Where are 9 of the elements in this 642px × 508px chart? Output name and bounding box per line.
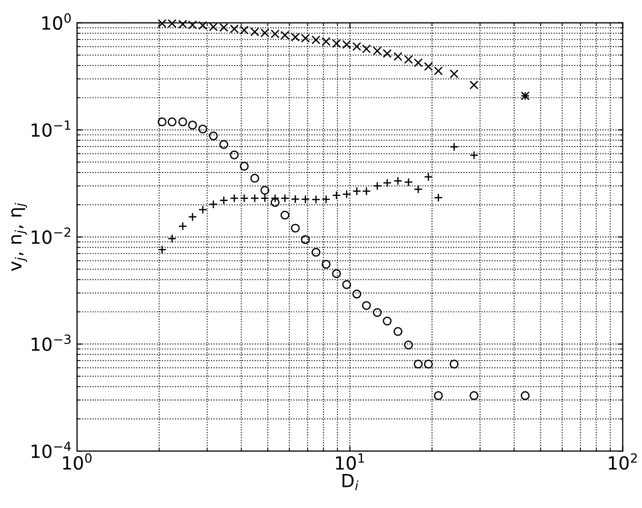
y-tick-label: 10$^{−2}$ <box>32 227 70 244</box>
y-tick-label: 10$^{−1}$ <box>32 120 70 137</box>
x-tick-label: 10$^{0}$ <box>63 453 92 470</box>
y-tick-label: 10$^{0}$ <box>42 13 71 30</box>
y-axis-title: v$_{j}$, n$_{j}$, η$_{j}$ <box>11 203 27 272</box>
x-axis-title: D$_{i}$ <box>342 474 358 490</box>
x-tick-label: 10$^{2}$ <box>608 453 637 470</box>
y-tick-label: 10$^{−3}$ <box>32 334 71 352</box>
x-tick-label: 10$^{1}$ <box>336 453 364 470</box>
